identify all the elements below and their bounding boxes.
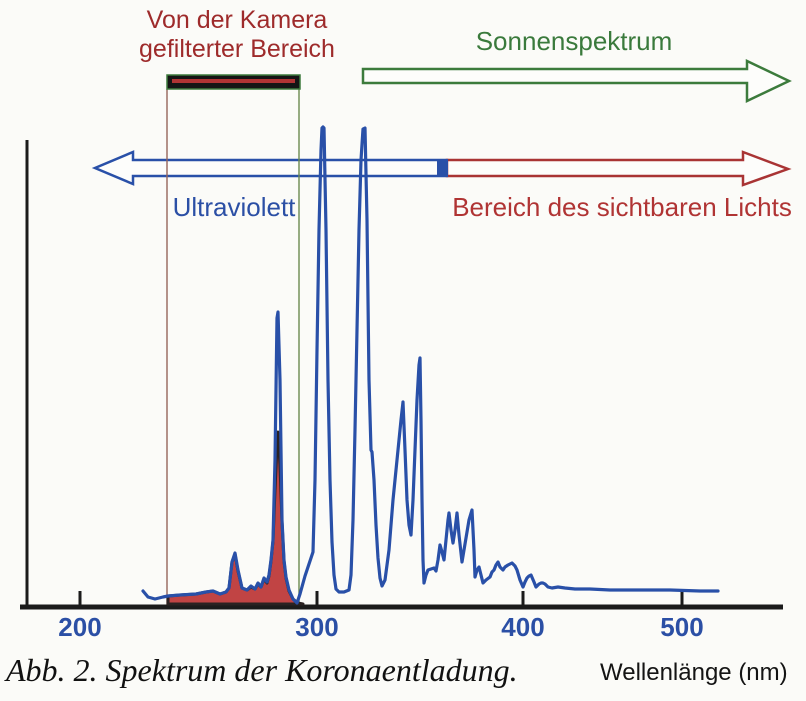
ultraviolet-label: Ultraviolett (172, 192, 296, 222)
sun-spectrum-label: Sonnenspektrum (475, 26, 673, 56)
figure-caption: Abb. 2. Spektrum der Koronaentladung. (6, 652, 518, 688)
camera-filter-label-line1: Von der Kamera (146, 6, 328, 34)
visible-light-arrow (445, 150, 792, 187)
spectrum-curve (141, 125, 720, 605)
camera-filter-box-bar-stripe (172, 79, 295, 83)
x-tick-label-200: 200 (58, 612, 102, 642)
x-tick-label-300: 300 (295, 612, 339, 642)
camera-filter-label-line2: gefilterter Bereich (139, 35, 335, 63)
uv-visible-divider (437, 159, 448, 177)
sun-spectrum-arrow (361, 59, 792, 103)
x-axis-title: Wellenlänge (nm) (600, 659, 788, 686)
ultraviolet-arrow (91, 150, 449, 186)
visible-light-label: Bereich des sichtbaren Lichts (452, 192, 792, 222)
x-tick-label-500: 500 (660, 612, 704, 642)
camera-filter-label: Von der Kamera gefilterter Bereich (117, 6, 357, 64)
x-tick-label-400: 400 (501, 612, 545, 642)
